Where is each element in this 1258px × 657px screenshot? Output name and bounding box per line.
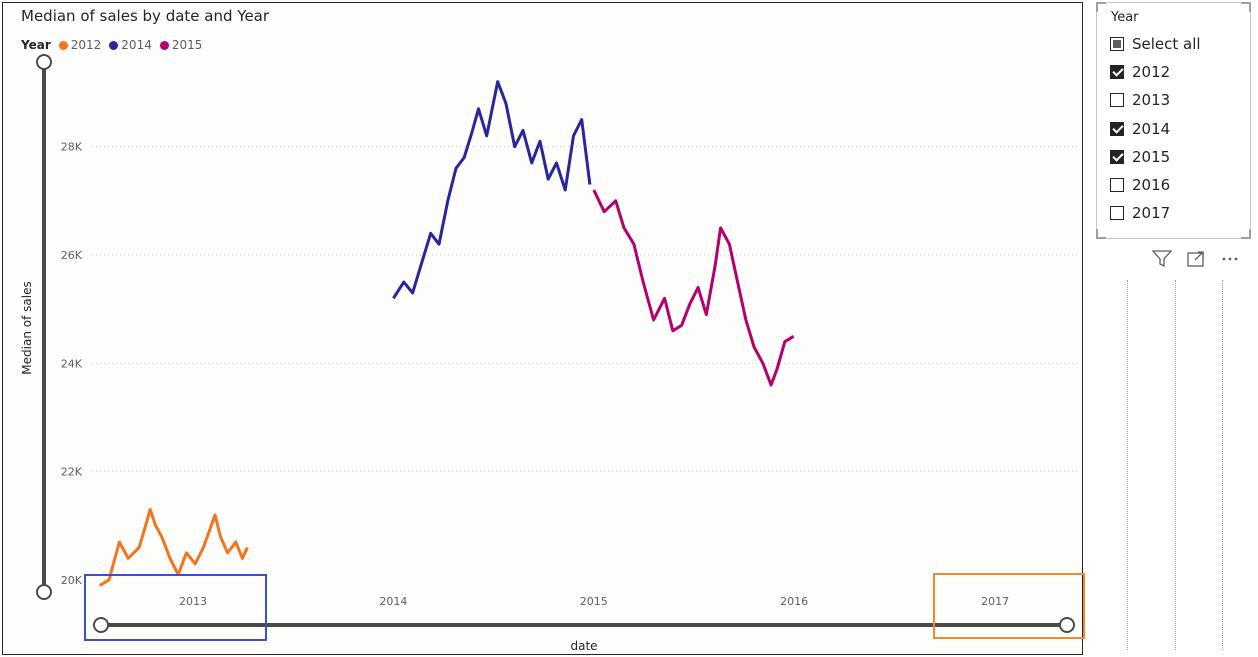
- x-zoom-slider-right-handle[interactable]: [1059, 617, 1075, 633]
- legend-dot-2015: [159, 40, 169, 50]
- visual-header-toolbar: [1150, 248, 1242, 270]
- checkbox[interactable]: [1110, 149, 1124, 164]
- y-tick-label: 28K: [61, 141, 83, 154]
- filter-icon[interactable]: [1150, 248, 1174, 270]
- x-axis-title: date: [570, 639, 597, 653]
- line-chart-visual[interactable]: Median of sales by date and Year Year 20…: [2, 2, 1083, 655]
- focus-mode-icon[interactable]: [1184, 248, 1208, 270]
- slicer-item-label: 2012: [1132, 63, 1171, 82]
- slicer-item-label: 2015: [1132, 147, 1171, 166]
- slicer-item-2015[interactable]: 2015: [1110, 147, 1170, 167]
- x-axis-ticks: 2013 2014 2015 2016 2017: [179, 595, 1009, 608]
- chart-title: Median of sales by date and Year: [21, 7, 270, 25]
- slicer-item-2017[interactable]: 2017: [1110, 203, 1170, 223]
- slicer-item-2012[interactable]: 2012: [1110, 62, 1170, 82]
- canvas-grid-dots: [1222, 280, 1223, 650]
- slicer-resize-corner[interactable]: [1096, 2, 1106, 12]
- x-tick-label: 2017: [981, 595, 1009, 608]
- legend-item-2015[interactable]: 2015: [159, 38, 203, 52]
- x-tick-label: 2016: [780, 595, 808, 608]
- legend-dot-2014: [109, 40, 119, 50]
- legend-label-2014: 2014: [121, 38, 152, 52]
- year-slicer[interactable]: Year Select all 2012 2013 2014 2015 2016 2017: [1096, 2, 1251, 239]
- y-axis-ticks: 20K 22K 24K 26K 28K: [61, 141, 83, 587]
- legend-dot-2012: [58, 40, 68, 50]
- y-tick-label: 24K: [61, 357, 83, 370]
- slicer-item-2016[interactable]: 2016: [1110, 175, 1170, 195]
- x-tick-label: 2014: [379, 595, 407, 608]
- slicer-item-label: 2014: [1132, 119, 1171, 138]
- x-tick-label: 2013: [179, 595, 207, 608]
- more-options-icon[interactable]: [1218, 248, 1242, 270]
- legend: Year 2012 2014 2015: [21, 38, 206, 52]
- checkbox[interactable]: [1110, 37, 1124, 51]
- canvas-grid-dots: [1175, 280, 1176, 650]
- orange-highlight-box: [933, 573, 1085, 639]
- y-zoom-slider-top-handle[interactable]: [36, 54, 52, 70]
- x-zoom-slider-left-handle[interactable]: [93, 617, 109, 633]
- slicer-item-label: 2013: [1132, 91, 1171, 110]
- y-tick-label: 26K: [61, 249, 83, 262]
- slicer-item-label: Select all: [1132, 35, 1201, 53]
- y-tick-label: 20K: [61, 574, 83, 587]
- canvas-grid-dots: [1127, 280, 1128, 650]
- slicer-title: Year: [1111, 10, 1139, 25]
- blue-highlight-box: [84, 574, 267, 641]
- y-zoom-slider-bottom-handle[interactable]: [36, 584, 52, 600]
- y-axis-title: Median of sales: [20, 281, 34, 374]
- series-lines: [98, 80, 795, 587]
- series-line-2015[interactable]: [592, 189, 795, 387]
- checkbox[interactable]: [1110, 178, 1124, 192]
- x-tick-label: 2015: [580, 595, 608, 608]
- checkbox[interactable]: [1110, 65, 1124, 80]
- checkbox[interactable]: [1110, 206, 1124, 221]
- checkbox[interactable]: [1110, 93, 1124, 108]
- y-tick-label: 22K: [61, 466, 83, 479]
- checkbox[interactable]: [1110, 121, 1124, 136]
- slicer-item-label: 2017: [1132, 204, 1171, 223]
- slicer-item-2014[interactable]: 2014: [1110, 119, 1170, 139]
- gridlines: [92, 146, 1078, 473]
- slicer-item-label: 2016: [1132, 176, 1171, 194]
- slicer-resize-corner[interactable]: [1241, 2, 1251, 12]
- series-line-2014[interactable]: [392, 80, 592, 300]
- legend-item-2014[interactable]: 2014: [109, 38, 152, 52]
- legend-title: Year: [21, 38, 51, 52]
- slicer-item-select-all[interactable]: Select all: [1110, 34, 1201, 54]
- slicer-resize-corner[interactable]: [1096, 229, 1106, 239]
- legend-item-2012[interactable]: 2012: [58, 38, 102, 52]
- legend-label-2015: 2015: [171, 38, 203, 52]
- slicer-item-2013[interactable]: 2013: [1110, 90, 1170, 110]
- slicer-resize-corner[interactable]: [1241, 229, 1251, 239]
- legend-label-2012: 2012: [70, 38, 102, 52]
